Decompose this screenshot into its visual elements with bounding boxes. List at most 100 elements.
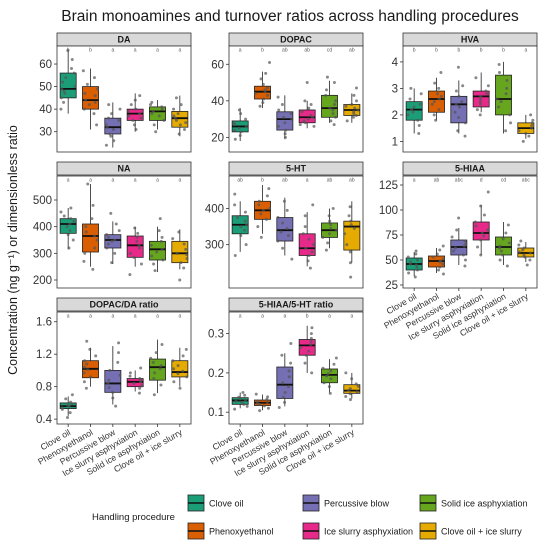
data-point: [88, 347, 92, 351]
y-tick-label: 0.4: [36, 414, 53, 426]
data-point: [347, 214, 351, 218]
significance-letter: cd: [327, 48, 333, 54]
data-point: [324, 88, 328, 92]
box-hva-percussive-blow: b: [450, 48, 468, 138]
data-point: [64, 397, 68, 401]
data-point: [286, 385, 290, 389]
y-tick-label: 500: [33, 195, 52, 207]
data-point: [243, 210, 247, 214]
data-point: [152, 123, 156, 127]
box-5-ht-clove-oil-ice-slurry: ab: [343, 178, 361, 279]
data-point: [84, 98, 88, 102]
data-point: [411, 110, 415, 114]
data-point: [233, 253, 237, 257]
data-point: [530, 124, 534, 127]
data-point: [179, 261, 183, 265]
data-point: [284, 128, 288, 132]
significance-letter: a: [67, 178, 70, 184]
box-5-hiaa-5-ht-ratio-clove-oil-ice-slurry: a: [343, 314, 361, 402]
significance-letter: b: [89, 48, 92, 54]
data-point: [253, 92, 257, 96]
data-point: [173, 116, 177, 120]
data-point: [328, 106, 332, 110]
data-point: [154, 130, 158, 134]
data-point: [239, 234, 243, 238]
data-point: [87, 103, 91, 107]
significance-letter: a: [156, 48, 159, 54]
box-dopac-ice-slurry-asphyxiation: ab: [298, 48, 316, 129]
data-point: [152, 393, 156, 397]
data-point: [65, 225, 69, 229]
strip-dopac-da-ratio: [56, 297, 192, 312]
data-point: [95, 238, 99, 242]
data-point: [355, 99, 359, 103]
data-point: [114, 404, 118, 408]
data-point: [303, 99, 307, 103]
box-body: [495, 74, 512, 116]
data-point: [70, 393, 74, 397]
box-hva-ice-slurry-asphyxiation: b: [472, 48, 490, 117]
data-point: [118, 373, 122, 377]
data-point: [276, 239, 280, 243]
data-point: [531, 118, 535, 122]
data-point: [479, 97, 483, 101]
box-body: [104, 117, 122, 135]
data-point: [484, 89, 488, 93]
data-point: [524, 131, 528, 135]
data-point: [149, 356, 153, 360]
panel-dopac-da-ratio: DOPAC/DA ratio 0.4 0.8 1.2 1.6 a a a a a a: [36, 297, 192, 426]
data-point: [348, 392, 352, 396]
data-point: [84, 225, 88, 229]
box-da-phenoxyethanol: b: [81, 48, 99, 130]
data-point: [59, 210, 63, 214]
y-tick-label: 1.2: [36, 349, 52, 361]
data-point: [455, 228, 459, 232]
data-point: [480, 231, 484, 235]
data-point: [461, 253, 465, 257]
data-point: [117, 118, 121, 122]
box-5-ht-solid-ice-asphyxiation: ab: [321, 178, 338, 252]
data-point: [474, 224, 478, 228]
box-na-ice-slurry-asphyxiation: a: [126, 178, 144, 277]
data-point: [437, 86, 441, 90]
data-point: [311, 115, 315, 119]
data-point: [478, 113, 482, 117]
data-point: [334, 99, 338, 103]
panel-5-hiaa: 5-HIAA 25 50 75 100 125 a ab abc d cd abc: [379, 161, 538, 292]
significance-letter: a: [156, 314, 159, 320]
data-point: [304, 353, 308, 357]
data-point: [261, 208, 265, 212]
data-point: [437, 97, 441, 101]
data-point: [290, 117, 294, 121]
data-point: [138, 377, 142, 381]
data-point: [501, 253, 505, 257]
data-point: [499, 249, 503, 253]
box-body: [59, 72, 77, 99]
panel-frame-da: [56, 45, 192, 153]
data-point: [305, 81, 309, 85]
box-body: [321, 368, 338, 384]
data-point: [174, 118, 178, 122]
y-tick-label: 400: [33, 222, 52, 234]
data-point: [348, 387, 352, 391]
box-5-hiaa-5-ht-ratio-ice-slurry-asphyxiation: b: [298, 314, 316, 375]
data-point: [416, 118, 420, 122]
panel-frame-5-ht: [228, 175, 364, 289]
data-point: [182, 242, 186, 246]
box-na-solid-ice-asphyxiation: a: [149, 178, 166, 273]
data-point: [475, 108, 479, 112]
data-point: [517, 243, 521, 247]
data-point: [184, 121, 188, 125]
data-point: [178, 386, 182, 390]
data-point: [453, 246, 457, 250]
data-point: [255, 401, 259, 405]
y-tick-label: 30: [39, 127, 52, 139]
data-point: [439, 71, 443, 74]
y-tick-label: 0.8: [36, 382, 52, 394]
data-point: [324, 248, 328, 252]
data-point: [172, 380, 176, 384]
data-point: [356, 384, 360, 388]
